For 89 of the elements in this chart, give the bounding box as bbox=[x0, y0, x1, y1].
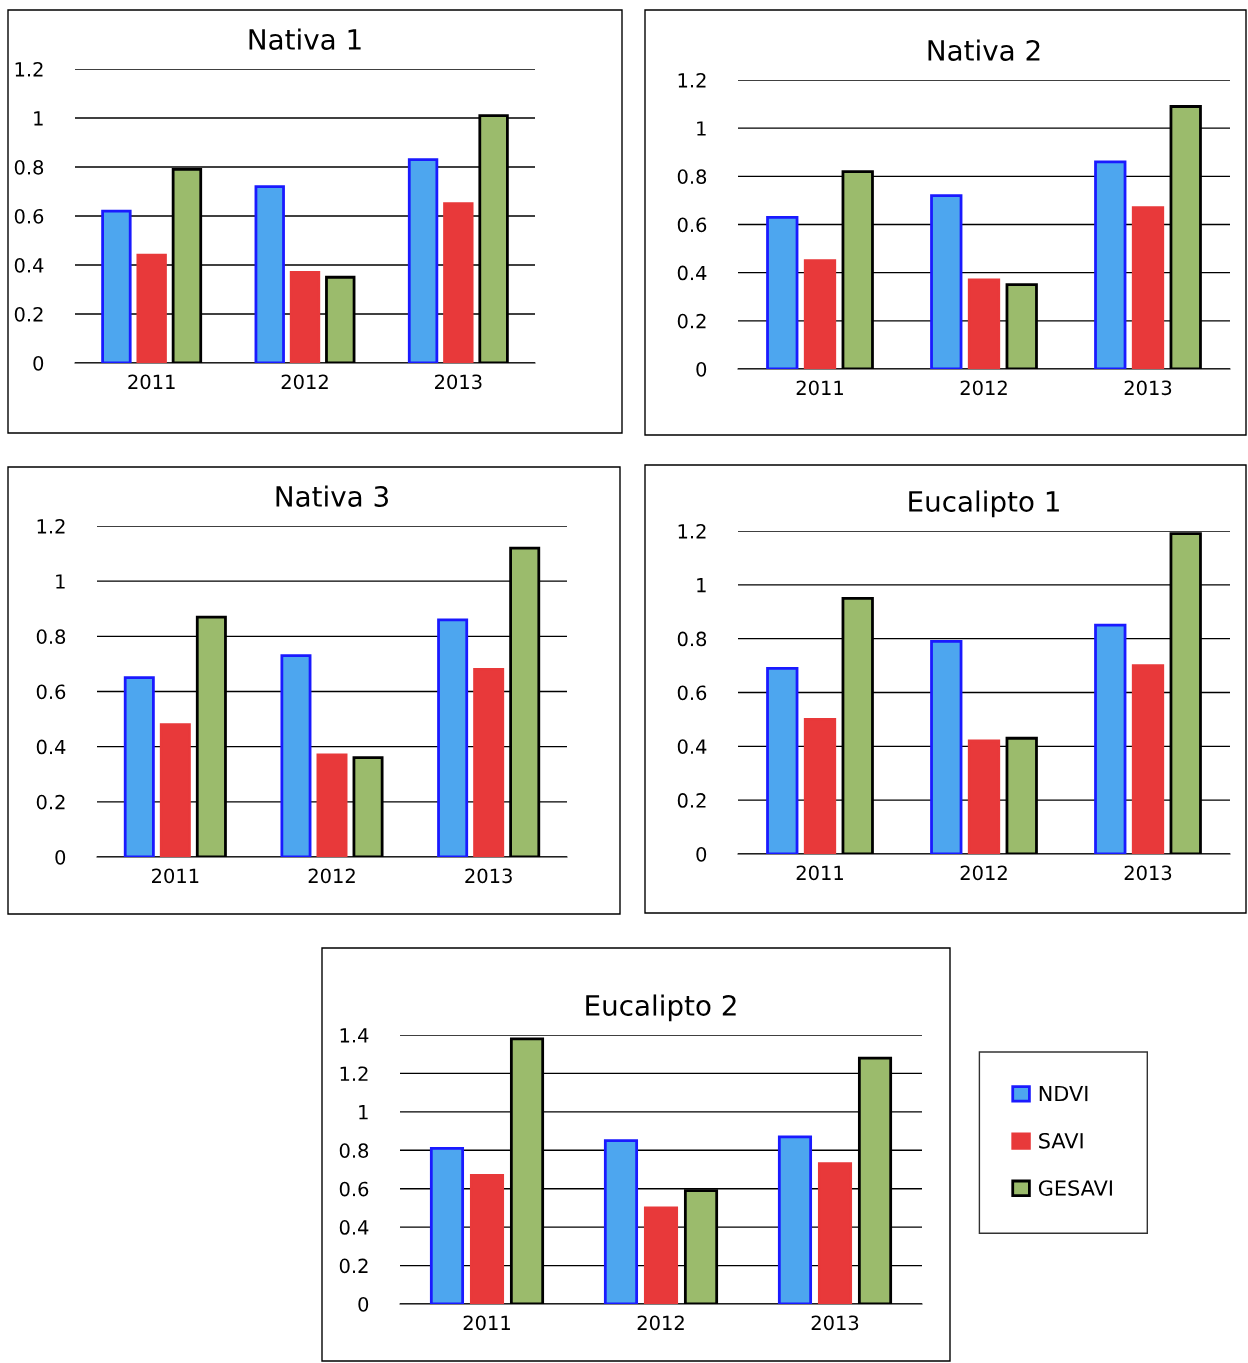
chart-title: Eucalipto 1 bbox=[909, 490, 1059, 518]
bar bbox=[967, 278, 1001, 369]
chart-title: Nativa 2 bbox=[928, 39, 1040, 61]
y-tick-label: 0 bbox=[696, 846, 707, 862]
x-tick-label: 2013 bbox=[811, 1315, 859, 1331]
bar bbox=[930, 639, 963, 854]
bar bbox=[766, 215, 799, 369]
bar bbox=[280, 654, 312, 857]
x-tick-label: 2011 bbox=[796, 865, 843, 881]
y-tick-label: 0 bbox=[358, 1296, 369, 1312]
y-tick-label: 1.2 bbox=[678, 523, 706, 539]
x-tick-label: 2013 bbox=[435, 374, 482, 390]
y-tick-label: 1 bbox=[697, 578, 706, 593]
bar bbox=[967, 739, 1001, 854]
bar bbox=[289, 270, 321, 363]
x-tick-label: 2012 bbox=[637, 1315, 684, 1331]
y-tick-label: 1 bbox=[697, 121, 706, 136]
y-tick-label: 0.4 bbox=[339, 1220, 369, 1235]
y-tick-label: 0.6 bbox=[339, 1181, 369, 1197]
y-tick-label: 1 bbox=[56, 574, 65, 589]
bar bbox=[930, 194, 963, 369]
bar bbox=[254, 185, 285, 363]
y-tick-label: 1.2 bbox=[340, 1066, 368, 1081]
x-tick-label: 2013 bbox=[465, 868, 512, 884]
y-tick-label: 0 bbox=[696, 361, 707, 377]
y-tick-label: 0.2 bbox=[677, 313, 706, 329]
y-tick-label: 0.4 bbox=[14, 257, 44, 273]
bar bbox=[1131, 664, 1165, 854]
bar bbox=[1131, 206, 1165, 369]
bar bbox=[136, 253, 167, 363]
x-tick-label: 2012 bbox=[308, 868, 355, 884]
x-tick-label: 2012 bbox=[281, 374, 328, 390]
y-tick-label: 0.8 bbox=[677, 631, 707, 647]
legend-label: GESAVI bbox=[1038, 1180, 1112, 1196]
bar bbox=[123, 676, 155, 857]
y-tick-label: 0.6 bbox=[677, 217, 707, 233]
y-tick-label: 1 bbox=[359, 1105, 368, 1120]
y-tick-label: 0.8 bbox=[339, 1143, 369, 1158]
bar bbox=[803, 718, 837, 854]
bar bbox=[603, 1139, 639, 1304]
x-tick-label: 2011 bbox=[796, 380, 843, 396]
y-tick-label: 0 bbox=[55, 849, 66, 865]
legend-label: SAVI bbox=[1039, 1132, 1083, 1149]
bar bbox=[777, 1135, 813, 1304]
bar bbox=[469, 1173, 505, 1304]
bar bbox=[101, 209, 132, 363]
y-tick-label: 1 bbox=[34, 111, 43, 126]
y-tick-label: 0.2 bbox=[339, 1258, 368, 1274]
x-tick-label: 2013 bbox=[1124, 865, 1172, 881]
y-tick-label: 1.2 bbox=[37, 518, 65, 534]
y-tick-label: 0.6 bbox=[36, 684, 66, 700]
y-tick-label: 1.2 bbox=[15, 61, 43, 77]
y-tick-label: 0.6 bbox=[677, 685, 707, 701]
bar bbox=[766, 666, 799, 854]
y-tick-label: 0.4 bbox=[677, 739, 707, 754]
bar bbox=[803, 259, 837, 369]
bar bbox=[407, 158, 439, 363]
x-tick-label: 2013 bbox=[1124, 380, 1172, 396]
chart-title: Nativa 3 bbox=[276, 485, 388, 507]
y-tick-label: 0.4 bbox=[677, 265, 707, 281]
y-tick-label: 0.8 bbox=[36, 629, 66, 644]
bar bbox=[429, 1146, 465, 1304]
bar bbox=[159, 723, 191, 857]
y-tick-label: 0.2 bbox=[14, 306, 43, 322]
x-tick-label: 2011 bbox=[128, 374, 175, 390]
bar bbox=[643, 1206, 679, 1304]
y-tick-label: 0.2 bbox=[677, 793, 706, 808]
x-tick-label: 2012 bbox=[960, 380, 1007, 396]
bar bbox=[443, 202, 474, 363]
chart-title: Eucalipto 2 bbox=[586, 994, 736, 1022]
x-tick-label: 2011 bbox=[463, 1315, 510, 1331]
x-tick-label: 2012 bbox=[960, 865, 1007, 881]
y-tick-label: 0.8 bbox=[677, 169, 707, 184]
bar bbox=[817, 1162, 853, 1304]
bar bbox=[437, 618, 469, 857]
x-tick-label: 2011 bbox=[152, 868, 199, 884]
y-tick-label: 0.8 bbox=[14, 159, 44, 175]
chart-title: Nativa 1 bbox=[249, 28, 361, 50]
y-tick-label: 0.4 bbox=[36, 739, 66, 755]
bar bbox=[473, 668, 505, 857]
y-tick-label: 0.2 bbox=[36, 794, 65, 810]
y-tick-label: 1.2 bbox=[678, 72, 706, 88]
y-tick-label: 1.4 bbox=[340, 1028, 369, 1043]
y-tick-label: 0.6 bbox=[14, 208, 44, 224]
y-tick-label: 0 bbox=[33, 355, 44, 371]
bar bbox=[1094, 623, 1127, 854]
bar bbox=[1094, 160, 1127, 369]
bar bbox=[316, 753, 348, 857]
legend-label: NDVI bbox=[1039, 1085, 1088, 1102]
